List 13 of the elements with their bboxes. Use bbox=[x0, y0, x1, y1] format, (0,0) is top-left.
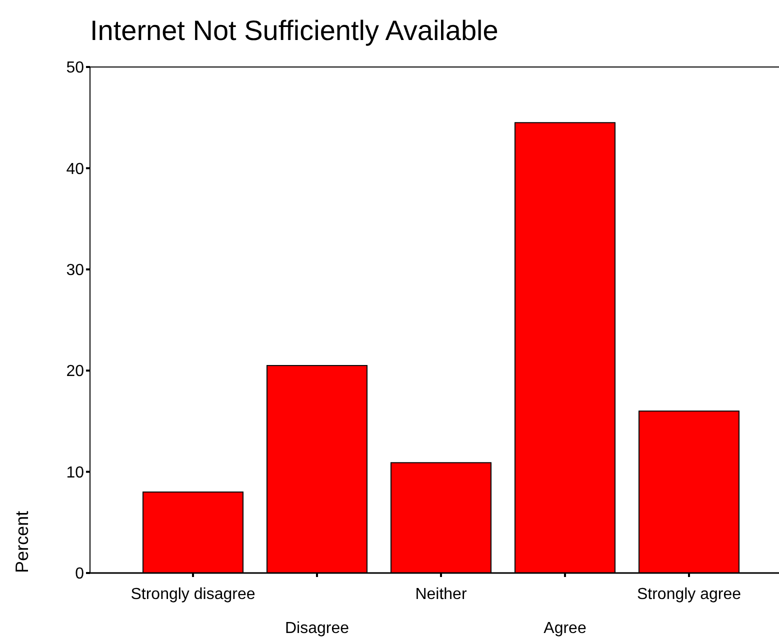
y-tick-label: 30 bbox=[66, 262, 84, 279]
x-tick-label: Strongly agree bbox=[636, 586, 742, 603]
x-tick-label: Strongly disagree bbox=[130, 586, 256, 603]
y-axis-title: Percent bbox=[12, 510, 32, 573]
y-tick-label: 50 bbox=[66, 60, 84, 77]
y-tick-label: 40 bbox=[66, 160, 84, 178]
y-tick-label: 10 bbox=[66, 464, 84, 482]
chart-title: Internet Not Sufficiently Available bbox=[90, 15, 498, 46]
x-tick-label: Disagree bbox=[284, 620, 350, 637]
y-tick-label: 20 bbox=[66, 363, 84, 380]
y-tick-label: 0 bbox=[75, 566, 84, 583]
x-tick-label: Neither bbox=[415, 586, 468, 603]
x-tick-label: Agree bbox=[544, 620, 586, 637]
